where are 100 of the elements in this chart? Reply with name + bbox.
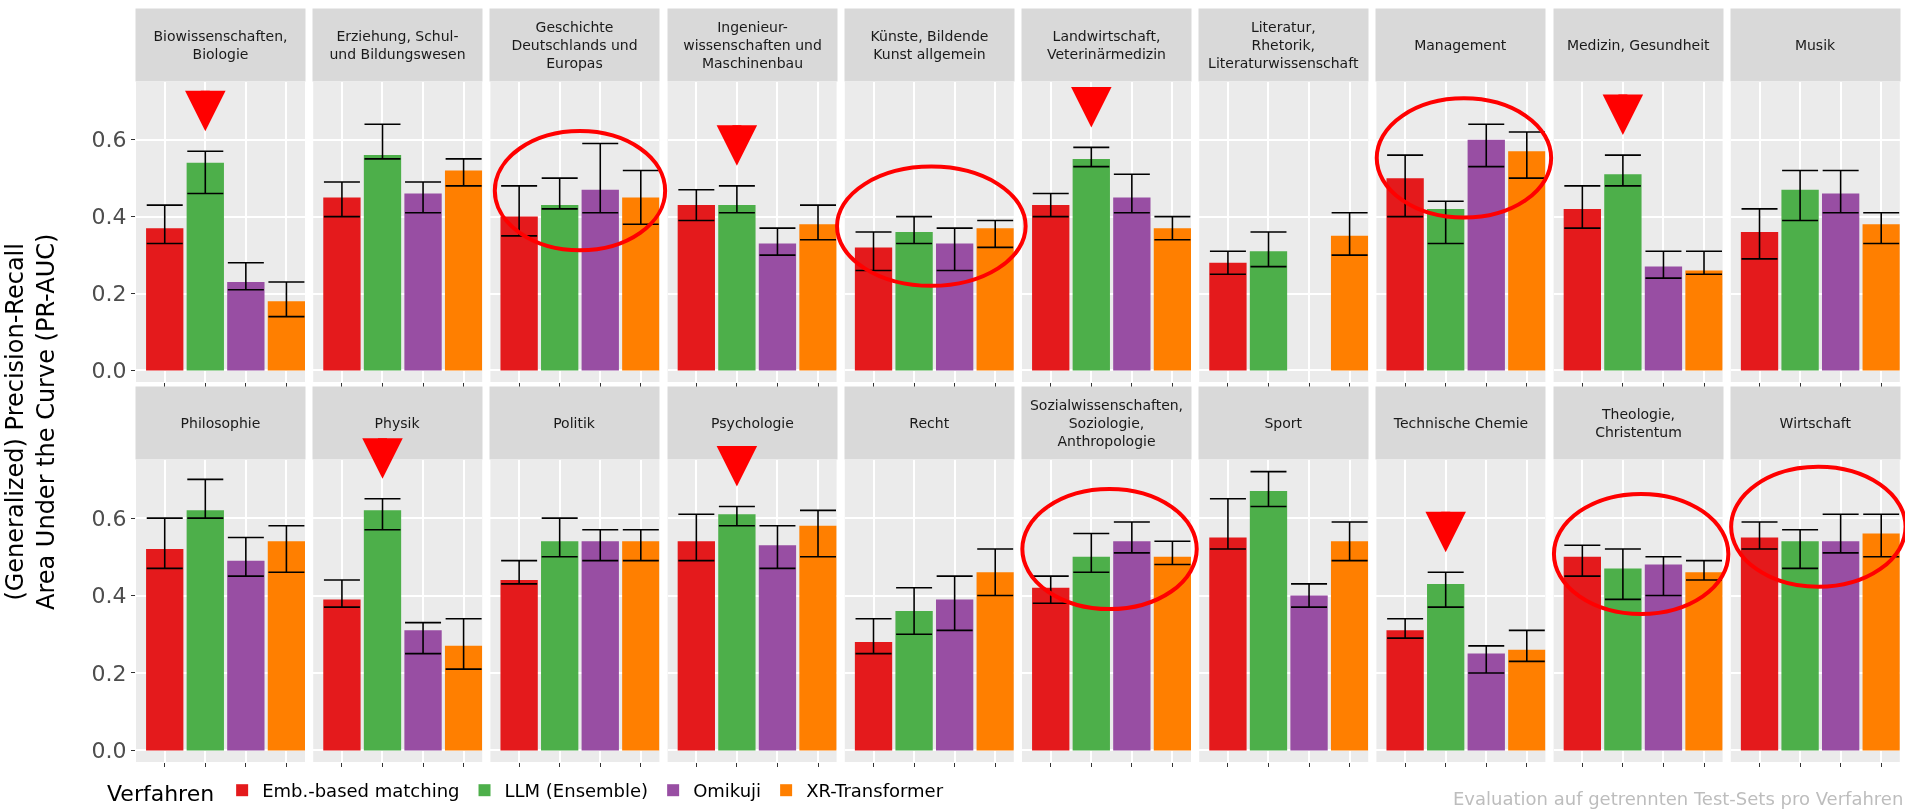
legend-label: Omikuji [693,780,762,802]
bar [1290,595,1328,751]
bar [581,541,619,751]
bar [677,541,715,751]
y-tick-label: 0.0 [91,738,127,764]
bar [227,560,265,751]
bar [1862,533,1900,751]
x-tick-label: Musik [1794,37,1837,53]
bar [622,541,660,751]
x-tick-label: Management [1414,37,1507,53]
bar [1032,205,1070,371]
bar [323,599,361,751]
bar [935,243,974,371]
bar [444,170,483,371]
bar [677,205,715,371]
bar [1821,193,1860,371]
bar [500,580,538,751]
bar [1740,537,1779,751]
y-axis-title: (Generalized) Precision-Recall Area Under the Curve (PR-AUC) [1,233,61,610]
bar [363,510,402,751]
bar [1467,139,1505,371]
x-tick-label: Künste, Bildende Kunst allgemein [870,27,989,63]
y-tick-label: 0.6 [91,505,127,531]
bar [1781,541,1819,751]
legend-title: Verfahren [107,780,215,806]
x-tick-label: Landwirtschaft, Veterinärmedizin [1047,27,1166,63]
bar [758,545,797,751]
bar [854,247,893,371]
bar [1153,556,1191,751]
bar [1153,228,1191,371]
bar [267,301,305,371]
x-tick-label: Sport [1264,415,1303,431]
bar [895,232,933,371]
legend-label: XR-Transformer [806,780,944,802]
x-tick-label: Theologie, Christentum [1595,405,1682,441]
bar [1209,537,1247,751]
bar [1249,251,1288,371]
x-tick-label: Erziehung, Schul- und Bildungswesen [329,27,466,63]
y-tick-label: 0.2 [91,281,127,307]
x-tick-label: Sozialwissenschaften, Soziologie, Anthropologie [1029,396,1184,450]
bar [935,599,974,751]
x-tick-label: Psychologie [711,415,794,431]
bar [895,611,933,751]
bar [758,243,797,371]
y-tick-label: 0.2 [91,660,127,686]
bar [1113,197,1151,371]
bar [541,541,579,751]
bar [1604,568,1642,751]
bar [1508,649,1546,751]
bar [227,282,265,371]
bar [541,205,579,371]
bar [1467,653,1505,751]
bar [799,224,837,371]
bar [146,228,184,371]
x-tick-label: Geschichte Deutschlands und Europas [511,18,638,72]
bar [404,630,442,751]
bar [622,197,660,371]
bar [1032,587,1070,751]
bar [1209,262,1247,371]
bar [1330,235,1369,371]
bar [1563,556,1601,751]
bar [718,514,756,751]
bar [323,197,361,371]
bar [267,541,305,751]
bar [186,510,224,751]
bar [444,645,483,751]
y-tick-label: 0.4 [91,204,127,230]
x-tick-label: Ingenieur- wissenschaften und Maschinenbau [683,18,822,72]
bar [1862,224,1900,371]
bar [854,641,893,751]
bar [976,572,1014,751]
y-tick-label: 0.4 [91,583,127,609]
bar [186,162,224,371]
bar [1427,583,1465,751]
bar [1427,208,1465,371]
bar [581,189,619,371]
x-tick-label: Philosophie [180,415,261,431]
bar [1821,541,1860,751]
bar [146,549,184,751]
bar [1330,541,1369,751]
bar [404,193,442,371]
bar [363,155,402,371]
y-tick-label: 0.0 [91,358,127,384]
x-tick-label: Politik [553,415,596,431]
bar [1644,564,1683,751]
legend-label: Emb.-based matching [262,780,460,802]
x-tick-label: Biowissenschaften, Biologie [153,27,288,63]
bar [799,525,837,751]
x-tick-label: Recht [909,415,950,431]
bar [976,228,1014,371]
bar [1685,270,1723,371]
bar [1072,158,1110,371]
x-tick-label: Technische Chemie [1392,415,1529,431]
bar [1072,556,1110,751]
bar [1508,151,1546,371]
bar [1781,189,1819,371]
bar [1740,232,1779,371]
legend-label: LLM (Ensemble) [504,780,649,802]
y-tick-label: 0.6 [91,127,127,153]
bar [1386,630,1424,751]
